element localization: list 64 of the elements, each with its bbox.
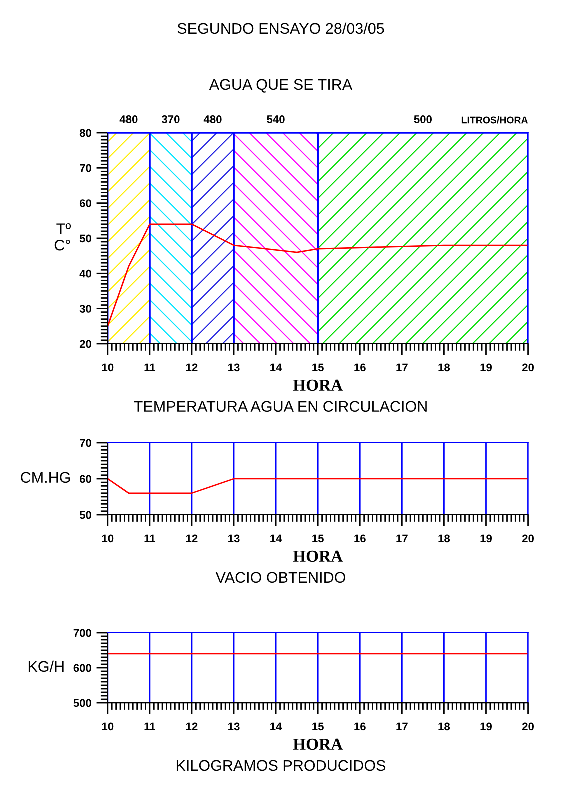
x-tick-label: 14 [270,364,282,372]
x-axis-title: HORA [293,738,343,750]
x-tick-label: 10 [102,364,114,372]
y-tick-label: 70 [80,164,92,172]
x-tick-label: 18 [438,534,450,543]
band-label: 500 [414,116,432,124]
x-tick-label: 14 [270,534,282,542]
x-tick-label: 10 [102,722,114,731]
x-tick-label: 17 [396,364,408,372]
y-tick-label: 80 [80,129,92,138]
y-tick-label: 50 [80,511,92,520]
x-tick-label: 13 [228,534,240,543]
y-tick-label: 50 [80,234,92,243]
x-tick-label: 18 [438,364,450,372]
x-tick-label: 19 [480,722,492,731]
y-tick-label: 70 [80,439,92,448]
y-tick-label: 30 [80,305,92,313]
x-tick-label: 12 [186,722,198,731]
chart-title: SEGUNDO ENSAYO 28/03/05 [178,22,384,34]
x-tick-label: 16 [354,364,366,372]
x-tick-label: 11 [144,722,156,731]
band-label: 480 [204,116,222,124]
band-label: 370 [162,116,180,124]
y-axis-title: KG/H [28,660,64,672]
y-tick-label: 40 [80,270,92,278]
text: KILOGRAMOS PRODUCIDOS [176,760,386,772]
x-tick-label: 18 [438,722,450,731]
y-tick-label: 600 [74,664,92,672]
x-tick-label: 17 [396,722,408,731]
x-tick-label: 14 [270,722,282,731]
y-axis-title: CM.HG [21,472,70,484]
y-tick-label: 500 [74,699,92,708]
x-tick-label: 12 [186,364,198,372]
text: VACIO OBTENIDO [216,572,346,584]
x-tick-label: 11 [144,534,156,542]
x-tick-label: 19 [480,534,492,543]
x-tick-label: 16 [354,722,366,731]
y-tick-label: 60 [80,475,92,484]
x-tick-label: 13 [228,364,240,372]
x-tick-label: 13 [228,722,240,731]
band-label: 480 [120,116,138,124]
x-axis-title: HORA [293,550,343,562]
x-tick-label: 11 [144,364,156,372]
y-tick-label: 20 [80,340,92,348]
y-tick-label: 60 [80,200,92,208]
line-series [108,224,528,328]
x-tick-label: 15 [312,722,324,731]
x-tick-label: 17 [396,534,408,542]
y-axis-title: Tº C° [54,224,72,251]
x-tick-label: 16 [354,534,366,543]
x-tick-label: 19 [480,364,492,372]
band-label: 540 [267,116,285,124]
x-tick-label: 15 [312,534,324,543]
x-tick-label: 20 [522,534,534,543]
text: TEMPERATURA AGUA EN CIRCULACION [134,401,427,412]
x-tick-label: 12 [186,534,198,542]
x-axis-title: HORA [293,380,343,392]
text: LITROS/HORA [462,116,528,124]
x-tick-label: 20 [522,364,534,372]
x-tick-label: 20 [522,722,534,731]
chart-subtitle: AGUA QUE SE TIRA [209,79,353,93]
y-tick-label: 700 [74,629,92,638]
x-tick-label: 15 [312,364,324,372]
x-tick-label: 10 [102,534,114,543]
